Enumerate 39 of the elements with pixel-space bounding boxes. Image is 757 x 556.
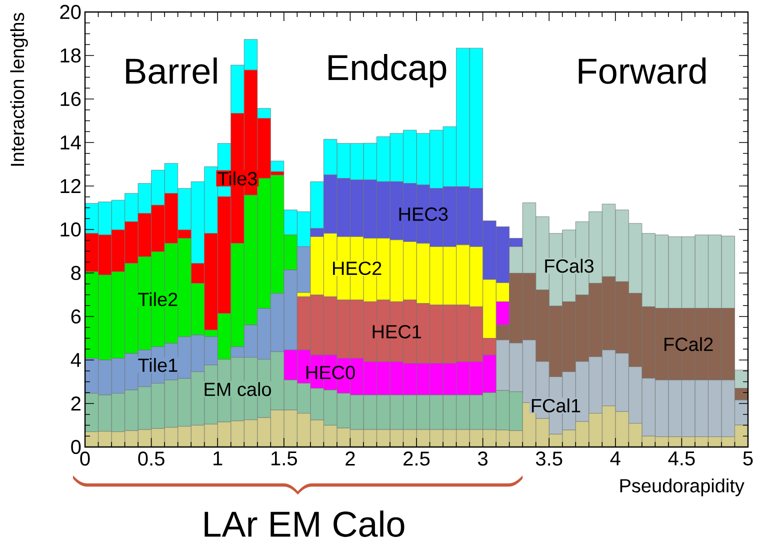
x-tick-label: 1.5 bbox=[272, 452, 297, 466]
series-label: HEC2 bbox=[333, 262, 382, 276]
x-tick-label: 2 bbox=[346, 452, 355, 466]
series-label: EM calo bbox=[204, 382, 271, 396]
series-label: FCal3 bbox=[545, 258, 594, 273]
series-label: Tile3 bbox=[218, 171, 257, 186]
series-label: HEC1 bbox=[372, 324, 422, 338]
y-tick-label: 6 bbox=[71, 309, 81, 324]
annotation: Forward bbox=[578, 58, 706, 84]
y-tick-label: 20 bbox=[60, 4, 81, 20]
y-tick-label: 2 bbox=[71, 396, 80, 410]
y-tick-label: 14 bbox=[60, 136, 81, 150]
x-tick-label: 4.5 bbox=[668, 452, 695, 466]
y-tick-label: 8 bbox=[71, 266, 81, 280]
x-tick-label: 4 bbox=[610, 452, 620, 466]
x-tick-label: 2.5 bbox=[404, 452, 430, 466]
y-tick-label: 0 bbox=[71, 440, 81, 454]
y-tick-label: 16 bbox=[60, 92, 81, 106]
y-tick-label: 10 bbox=[60, 222, 81, 237]
series-label: HEC3 bbox=[399, 207, 448, 221]
y-tick-label: 12 bbox=[60, 179, 80, 193]
x-tick-label: 3 bbox=[478, 452, 488, 466]
series-label: Tile1 bbox=[138, 358, 178, 372]
text: LAr EM Calo bbox=[204, 510, 404, 537]
x-tick-label: 5 bbox=[743, 452, 753, 466]
y-tick-label: 4 bbox=[70, 353, 81, 367]
x-axis-title: Pseudorapidity bbox=[620, 478, 744, 496]
x-tick-label: 0.5 bbox=[138, 452, 164, 466]
series-label: FCal1 bbox=[532, 398, 580, 412]
y-axis-title: Interaction lengths bbox=[10, 12, 28, 166]
annotation: Barrel bbox=[126, 58, 217, 84]
annotation: Endcap bbox=[328, 54, 446, 88]
series-label: HEC0 bbox=[306, 366, 355, 380]
x-tick-label: 1 bbox=[214, 452, 222, 466]
series-label: FCal2 bbox=[664, 337, 713, 352]
y-tick-label: 18 bbox=[60, 48, 81, 63]
series-label: Tile2 bbox=[138, 292, 178, 306]
x-tick-label: 0 bbox=[80, 452, 90, 466]
x-tick-label: 3.5 bbox=[536, 452, 562, 466]
